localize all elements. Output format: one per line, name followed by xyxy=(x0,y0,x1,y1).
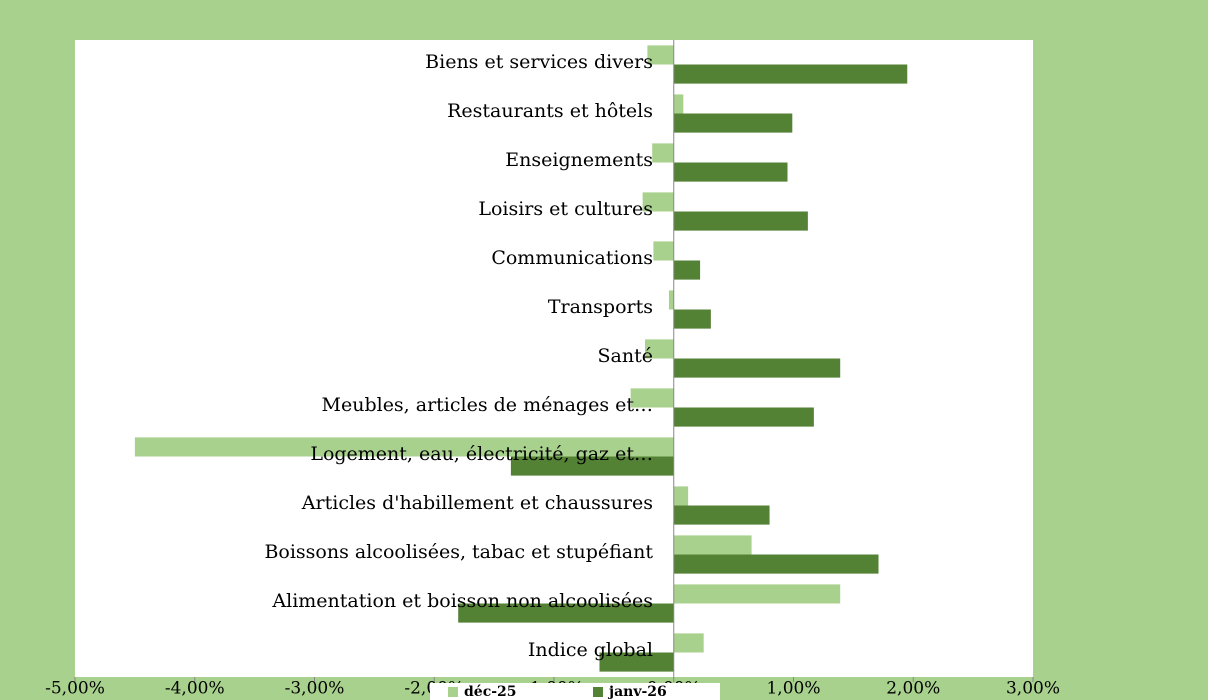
category-label: Articles d'habillement et chaussures xyxy=(301,492,653,514)
x-tick-label: -4,00% xyxy=(165,679,225,699)
category-label: Logement, eau, électricité, gaz et… xyxy=(310,443,653,465)
bar xyxy=(642,192,674,212)
bar xyxy=(630,388,674,408)
x-tick-label: 2,00% xyxy=(886,679,940,699)
category-label: Transports xyxy=(548,296,653,318)
category-label: Alimentation et boisson non alcoolisées xyxy=(271,590,653,612)
bar xyxy=(673,407,814,427)
bar xyxy=(668,290,674,310)
bar xyxy=(673,358,841,378)
legend-swatch xyxy=(448,687,458,697)
bar xyxy=(673,535,752,555)
bar xyxy=(673,162,788,182)
bar xyxy=(510,456,674,476)
bar xyxy=(673,309,711,329)
bar xyxy=(673,554,879,574)
category-label: Biens et services divers xyxy=(425,51,653,73)
bar xyxy=(673,260,701,280)
legend-label: janv-26 xyxy=(607,684,667,700)
bar xyxy=(653,241,674,261)
category-label: Indice global xyxy=(528,639,653,661)
category-label: Meubles, articles de ménages et… xyxy=(322,394,653,416)
legend: déc-25 janv-26 xyxy=(430,683,720,700)
x-tick-label: -5,00% xyxy=(45,679,105,699)
x-tick-label: 1,00% xyxy=(766,679,820,699)
plot-area xyxy=(75,40,1033,677)
bar xyxy=(134,437,674,457)
bar xyxy=(673,211,808,231)
bar xyxy=(673,505,770,525)
legend-box xyxy=(430,683,720,700)
x-tick-label: -3,00% xyxy=(285,679,345,699)
bar xyxy=(599,652,674,672)
bar xyxy=(458,603,674,623)
bar xyxy=(673,584,841,604)
legend-label: déc-25 xyxy=(464,684,517,700)
bar xyxy=(647,45,674,65)
bar xyxy=(673,486,689,506)
bar xyxy=(673,64,908,84)
category-label: Boissons alcoolisées, tabac et stupéfian… xyxy=(264,541,653,563)
bar xyxy=(673,113,793,133)
category-label: Santé xyxy=(598,345,653,367)
x-tick-label: 3,00% xyxy=(1006,679,1060,699)
bar xyxy=(645,339,674,359)
category-label: Restaurants et hôtels xyxy=(447,100,653,122)
bar xyxy=(652,143,674,163)
legend-swatch xyxy=(593,687,603,697)
category-label: Communications xyxy=(491,247,653,269)
category-label: Loisirs et cultures xyxy=(478,198,653,220)
category-label: Enseignements xyxy=(505,149,653,171)
bar xyxy=(673,633,704,653)
bar xyxy=(673,94,684,114)
